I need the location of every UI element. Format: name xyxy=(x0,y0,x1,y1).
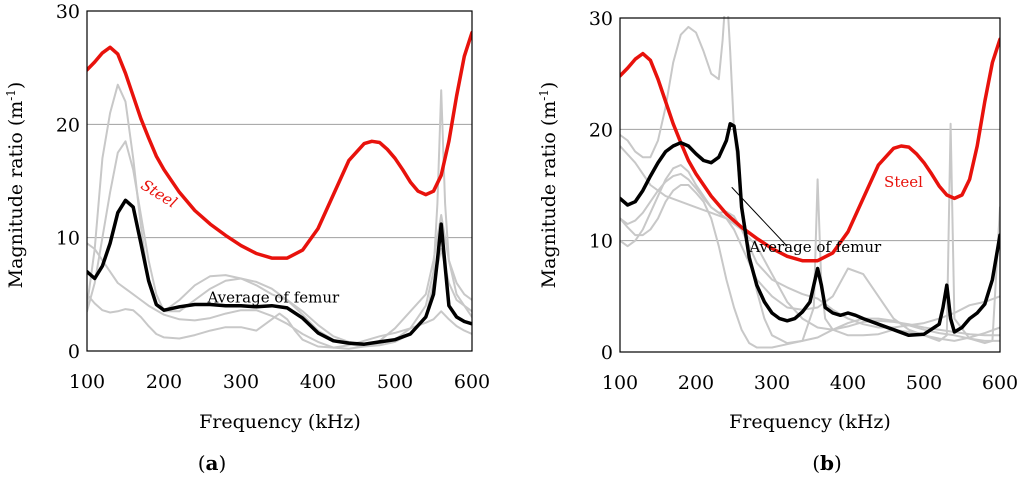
y-axis-label-superscript: -1 xyxy=(537,89,551,101)
x-tick-label-200: 200 xyxy=(678,372,714,394)
x-tick-label-200: 200 xyxy=(146,371,182,393)
y-tick-label-0: 0 xyxy=(601,342,613,364)
x-tick-label-600: 600 xyxy=(454,371,490,393)
annotation-average-of-femur: Average of femur xyxy=(206,288,340,306)
series-line-specimen-3 xyxy=(87,214,472,350)
series-line-average-of-femur xyxy=(620,122,1000,338)
plot-frame xyxy=(86,10,473,352)
x-tick-label-500: 500 xyxy=(906,372,942,394)
x-tick-label-600: 600 xyxy=(982,372,1018,394)
panel-label: (a) xyxy=(198,451,227,475)
series-line-specimen-1 xyxy=(620,16,1000,345)
series-line-specimen-5 xyxy=(620,145,1000,337)
series-line-specimen-2 xyxy=(87,140,472,348)
chart-panel-a: Magnitude ratio (m-1) Frequency (kHz) (a… xyxy=(4,1,490,475)
panel-label: (b) xyxy=(812,451,842,475)
y-tick-label-20: 20 xyxy=(56,114,80,136)
annotation-average-of-femur: Average of femur xyxy=(748,238,882,256)
y-tick-label-30: 30 xyxy=(589,8,613,30)
x-axis-label: Frequency (kHz) xyxy=(729,411,891,433)
x-tick-label-300: 300 xyxy=(754,372,790,394)
annotation-leader-line xyxy=(731,186,788,247)
y-axis-label-close: ) xyxy=(5,82,27,89)
panel-label-close: ) xyxy=(218,451,226,475)
x-tick-label-500: 500 xyxy=(377,371,413,393)
series-line-specimen-4 xyxy=(87,293,472,349)
x-tick-label-300: 300 xyxy=(223,371,259,393)
y-axis-label-main: Magnitude ratio (m xyxy=(5,101,27,289)
y-axis-label-close: ) xyxy=(538,82,560,89)
x-axis-label: Frequency (kHz) xyxy=(199,411,361,433)
x-tick-label-400: 400 xyxy=(830,372,866,394)
y-tick-label-20: 20 xyxy=(589,119,613,141)
series-line-steel xyxy=(620,37,1000,263)
x-tick-label-400: 400 xyxy=(300,371,336,393)
y-axis-label-main: Magnitude ratio (m xyxy=(538,101,560,289)
x-tick-label-100: 100 xyxy=(69,371,105,393)
panel-label-letter: a xyxy=(206,451,219,475)
y-axis-label-superscript: -1 xyxy=(4,89,18,101)
panel-label-open: ( xyxy=(812,451,820,475)
y-tick-label-10: 10 xyxy=(589,231,613,253)
y-tick-label-30: 30 xyxy=(56,1,80,23)
y-axis-label: Magnitude ratio (m-1) xyxy=(537,82,560,289)
panel-label-close: ) xyxy=(834,451,842,475)
panel-label-open: ( xyxy=(198,451,206,475)
annotation-steel: Steel xyxy=(884,173,923,191)
y-axis-label: Magnitude ratio (m-1) xyxy=(4,82,27,289)
y-tick-label-10: 10 xyxy=(56,228,80,250)
panel-label-letter: b xyxy=(820,451,834,475)
series-line-specimen-4 xyxy=(620,184,1000,349)
y-tick-label-0: 0 xyxy=(68,341,80,363)
chart-panel-b: Magnitude ratio (m-1) Frequency (kHz) (b… xyxy=(537,8,1018,475)
x-tick-label-100: 100 xyxy=(602,372,638,394)
series-line-average-of-femur xyxy=(87,198,472,346)
series-line-steel xyxy=(87,30,472,260)
plot-frame xyxy=(619,17,1001,353)
